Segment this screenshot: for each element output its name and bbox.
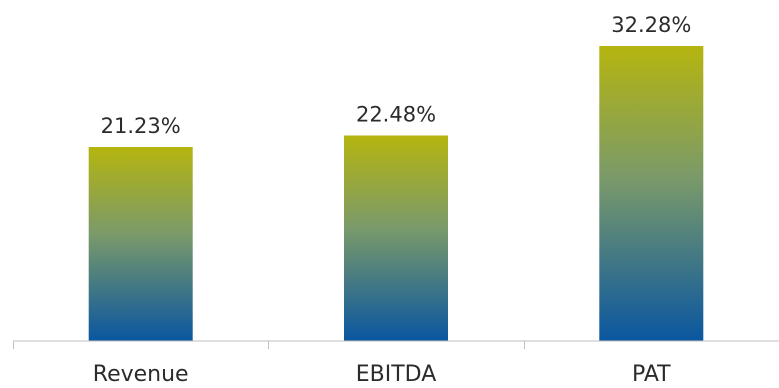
bar-revenue: [88, 147, 193, 341]
data-label-pat: 32.28%: [611, 13, 691, 37]
x-axis: Revenue EBITDA PAT: [13, 340, 779, 387]
data-label-revenue: 21.23%: [101, 114, 181, 138]
data-labels-layer: 21.23% 22.48% 32.28%: [101, 13, 692, 138]
bar-pat: [599, 46, 704, 341]
x-tick-label-ebitda: EBITDA: [356, 362, 437, 387]
x-tick-label-pat: PAT: [632, 362, 671, 387]
bar-ebitda: [344, 135, 448, 341]
x-tick-label-revenue: Revenue: [93, 362, 189, 387]
bars-layer: [88, 46, 704, 341]
data-label-ebitda: 22.48%: [356, 103, 436, 127]
